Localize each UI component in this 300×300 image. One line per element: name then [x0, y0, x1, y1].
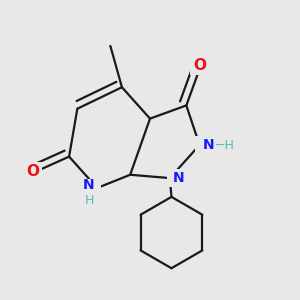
Bar [190, 55, 209, 75]
Bar [195, 136, 224, 154]
Text: N: N [83, 178, 94, 192]
Bar [22, 162, 42, 182]
Bar [167, 169, 186, 187]
Text: N: N [203, 138, 214, 152]
Text: N: N [172, 171, 184, 185]
Text: O: O [26, 164, 39, 179]
Text: −H: −H [214, 139, 234, 152]
Text: O: O [193, 58, 206, 73]
Bar [81, 179, 101, 197]
Text: H: H [85, 194, 94, 207]
